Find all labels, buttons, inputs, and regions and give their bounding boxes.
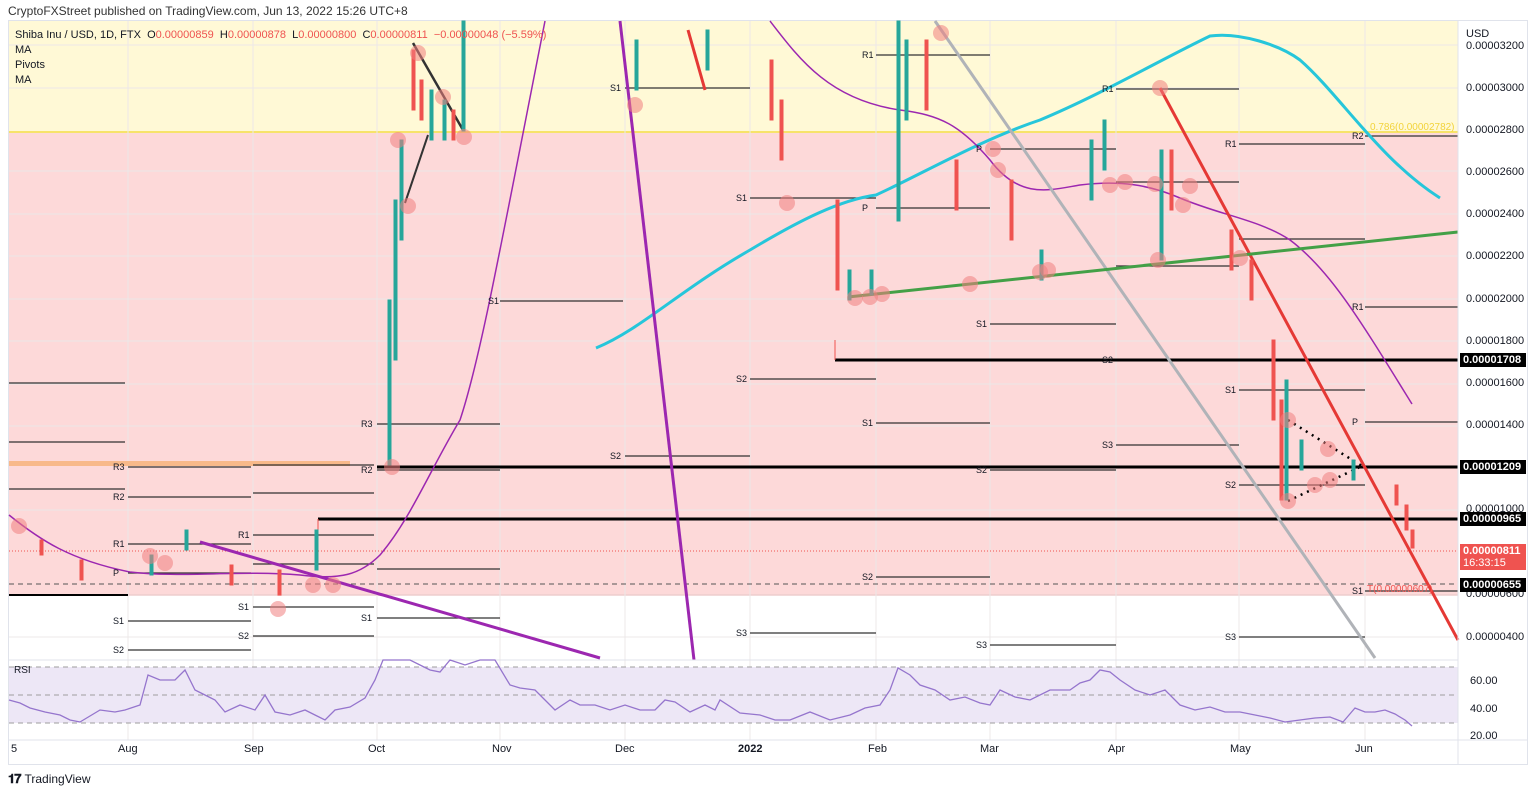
time-label: Aug xyxy=(118,743,138,755)
pivot-label-s3: S3 xyxy=(1102,440,1114,450)
rsi-tick: 60.00 xyxy=(1470,675,1498,687)
open-label: O xyxy=(147,29,156,41)
indicator-ma-1[interactable]: MA xyxy=(15,44,32,56)
pivot-label-r1: R1 xyxy=(862,50,874,60)
pivot-label-s1: S1 xyxy=(113,616,125,626)
pivot-label-p: P xyxy=(976,144,983,154)
change-value: −0.00000048 (−5.59%) xyxy=(433,29,547,41)
low-value: 0.00000800 xyxy=(298,29,357,41)
close-value: 0.00000811 xyxy=(370,29,428,41)
price-tick: 0.00003200 xyxy=(1466,40,1525,52)
pivot-label-s2: S2 xyxy=(113,645,125,655)
price-tick: 0.00002200 xyxy=(1466,250,1525,262)
pivot-label-s2: S2 xyxy=(862,572,874,582)
rsi-label[interactable]: RSI xyxy=(14,665,31,676)
time-label: Mar xyxy=(980,743,999,755)
candle-countdown: 16:33:15 xyxy=(1463,557,1506,569)
time-label: May xyxy=(1230,743,1251,755)
zone-yellow xyxy=(9,21,1458,132)
pivot-label-p: P xyxy=(113,568,120,578)
brand-name: TradingView xyxy=(24,772,91,786)
pivot-label-r2: R2 xyxy=(1352,131,1364,141)
pivot-label-s2: S2 xyxy=(736,374,748,384)
price-tick: 0.00002800 xyxy=(1466,124,1525,136)
pivot-label-r1: R1 xyxy=(1352,302,1364,312)
pivot-label-s1: S1 xyxy=(238,602,250,612)
time-label: 2022 xyxy=(738,743,763,755)
indicator-pivots[interactable]: Pivots xyxy=(15,59,45,71)
pivot-label-s2: S2 xyxy=(976,465,988,475)
pivot-label-s1: S1 xyxy=(610,83,622,93)
open-value: 0.00000859 xyxy=(155,29,214,41)
current-price-tag: 0.00000811 16:33:15 xyxy=(1460,544,1526,570)
pivot-label-r1: R1 xyxy=(113,539,125,549)
fib-level-label: 0.786(0.00002782) xyxy=(1370,122,1455,133)
currency-label: USD xyxy=(1466,28,1490,40)
pivot-label-s2: S2 xyxy=(1102,355,1114,365)
price-tick: 0.00003000 xyxy=(1466,82,1525,94)
price-tick: 0.00001600 xyxy=(1466,377,1525,389)
pivot-label-s1: S1 xyxy=(361,613,373,623)
pivot-label-r3: R3 xyxy=(113,462,125,472)
pivot-label-p: P xyxy=(862,203,869,213)
time-label: Oct xyxy=(368,743,386,755)
pivot-label-s3: S3 xyxy=(736,628,748,638)
pivot-label-r1: R1 xyxy=(1225,139,1237,149)
price-tick: 0.00002400 xyxy=(1466,208,1525,220)
pivot-label-r2: R2 xyxy=(113,492,125,502)
time-label: Apr xyxy=(1108,743,1126,755)
pivot-label-s1: S1 xyxy=(862,418,874,428)
price-tick: 0.00002600 xyxy=(1466,166,1525,178)
current-price: 0.00000811 xyxy=(1463,545,1521,557)
price-tick: 0.00000400 xyxy=(1466,631,1525,643)
low-label: L xyxy=(292,29,299,41)
pivot-label-s1: S1 xyxy=(1225,385,1237,395)
pivot-label-s2: S2 xyxy=(610,451,622,461)
pivot-label-s1: S1 xyxy=(976,319,988,329)
price-tick: 0.00001800 xyxy=(1466,335,1525,347)
zone-red xyxy=(9,132,1458,595)
pivot-label-s1: S1 xyxy=(1352,586,1364,596)
tradingview-logo-icon: 𝟏𝟕 xyxy=(8,771,22,786)
time-label: Dec xyxy=(615,743,635,755)
price-tag-655: 0.00000655 xyxy=(1460,578,1526,592)
pivot-label-r1: R1 xyxy=(1102,84,1114,94)
pivot-label-r1: R1 xyxy=(238,530,250,540)
pivot-label-s2: S2 xyxy=(238,631,250,641)
rsi-tick: 20.00 xyxy=(1470,730,1498,742)
published-caption: CryptoFXStreet published on TradingView.… xyxy=(8,4,408,18)
price-tag-965: 0.00000965 xyxy=(1460,512,1526,526)
pivot-label-s3: S3 xyxy=(1225,632,1237,642)
pivot-label-s3: S3 xyxy=(976,640,988,650)
time-label: 5 xyxy=(11,743,18,755)
target-label: T(0.00000607) xyxy=(1367,584,1433,595)
high-label: H xyxy=(219,29,228,41)
pivot-label-p: P xyxy=(1352,417,1359,427)
pivot-label-s1: S1 xyxy=(736,193,748,203)
time-label: Jun xyxy=(1355,743,1373,755)
price-tick: 0.00001400 xyxy=(1466,419,1525,431)
high-value: 0.00000878 xyxy=(227,29,286,41)
close-label: C xyxy=(362,29,371,41)
pivot-label-r2: R2 xyxy=(361,465,373,475)
pivot-label-s1: S1 xyxy=(488,296,500,306)
time-label: Nov xyxy=(492,743,512,755)
chart-legend: Shiba Inu / USD, 1D, FTX O0.00000859 H0.… xyxy=(15,28,546,88)
price-tick: 0.00002000 xyxy=(1466,293,1525,305)
rsi-tick: 40.00 xyxy=(1470,703,1498,715)
indicator-ma-2[interactable]: MA xyxy=(15,74,32,86)
symbol-title[interactable]: Shiba Inu / USD, 1D, FTX xyxy=(15,29,141,41)
time-label: Sep xyxy=(244,743,264,755)
pivot-label-r3: R3 xyxy=(361,419,373,429)
price-tag-1708: 0.00001708 xyxy=(1460,353,1526,367)
time-label: Feb xyxy=(868,743,887,755)
pivot-label-s2: S2 xyxy=(1225,480,1237,490)
tradingview-logo[interactable]: 𝟏𝟕 TradingView xyxy=(8,771,91,787)
price-tag-1209: 0.00001209 xyxy=(1460,460,1526,474)
